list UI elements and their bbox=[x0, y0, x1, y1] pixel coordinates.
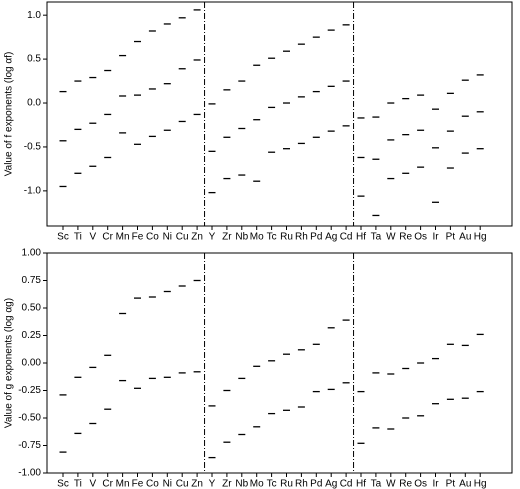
x-tick-label: Fe bbox=[132, 232, 144, 243]
x-tick-label: Zr bbox=[222, 479, 232, 489]
x-tick-label: Rh bbox=[295, 232, 308, 243]
x-tick-label: Hg bbox=[474, 232, 487, 243]
x-tick-label: Hg bbox=[474, 479, 487, 489]
x-tick-label: W bbox=[386, 232, 396, 243]
x-tick-label: Mo bbox=[250, 479, 264, 489]
y-tick-label: 0.0 bbox=[27, 98, 41, 109]
x-tick-label: Mo bbox=[250, 232, 264, 243]
x-tick-label: Ti bbox=[74, 232, 82, 243]
y-axis-label: Value of g exponents (log αg) bbox=[4, 298, 15, 428]
y-tick-label: 1.00 bbox=[22, 248, 42, 259]
x-tick-label: Hf bbox=[356, 232, 366, 243]
y-tick-label: -0.25 bbox=[18, 385, 41, 396]
x-tick-label: Cu bbox=[176, 479, 189, 489]
x-tick-label: Cr bbox=[102, 479, 113, 489]
x-tick-label: Ni bbox=[163, 479, 172, 489]
y-tick-label: -0.50 bbox=[18, 413, 41, 424]
x-tick-label: Au bbox=[459, 479, 471, 489]
y-tick-label: 0.50 bbox=[22, 303, 42, 314]
x-tick-label: Ni bbox=[163, 232, 172, 243]
x-tick-label: Os bbox=[414, 232, 427, 243]
x-tick-label: Cu bbox=[176, 232, 189, 243]
y-tick-label: -0.75 bbox=[18, 440, 41, 451]
x-tick-label: Mn bbox=[116, 232, 130, 243]
x-tick-label: Pt bbox=[446, 232, 456, 243]
x-tick-label: Ag bbox=[325, 479, 337, 489]
y-tick-label: 0.5 bbox=[27, 54, 41, 65]
x-tick-label: Tc bbox=[267, 479, 277, 489]
y-tick-label: 0.75 bbox=[22, 275, 42, 286]
plot-frame bbox=[46, 1, 513, 227]
x-tick-label: Fe bbox=[132, 479, 144, 489]
x-tick-label: Re bbox=[399, 479, 412, 489]
x-tick-label: Au bbox=[459, 232, 471, 243]
x-tick-label: Zr bbox=[222, 232, 232, 243]
x-tick-label: Ir bbox=[432, 479, 439, 489]
x-tick-label: Y bbox=[209, 232, 216, 243]
x-tick-label: V bbox=[89, 479, 96, 489]
x-tick-label: Zn bbox=[191, 232, 203, 243]
y-tick-label: 0.00 bbox=[22, 358, 42, 369]
x-tick-label: Pd bbox=[310, 479, 322, 489]
x-tick-label: Sc bbox=[57, 479, 69, 489]
x-tick-label: Pt bbox=[446, 479, 456, 489]
x-tick-label: Co bbox=[146, 232, 159, 243]
x-tick-label: Ti bbox=[74, 479, 82, 489]
x-tick-label: W bbox=[386, 479, 396, 489]
x-tick-label: Cd bbox=[340, 479, 353, 489]
x-tick-label: Os bbox=[414, 479, 427, 489]
x-tick-label: Ta bbox=[371, 479, 382, 489]
x-tick-label: Hf bbox=[356, 479, 366, 489]
x-tick-label: Nb bbox=[235, 479, 248, 489]
x-tick-label: Ir bbox=[432, 232, 439, 243]
x-tick-label: Ag bbox=[325, 232, 337, 243]
x-tick-label: Ta bbox=[371, 232, 382, 243]
plot-frame bbox=[46, 252, 513, 474]
x-tick-label: Ru bbox=[280, 479, 293, 489]
y-tick-label: -1.0 bbox=[24, 186, 42, 197]
x-tick-label: Zn bbox=[191, 479, 203, 489]
x-tick-label: Re bbox=[399, 232, 412, 243]
x-tick-label: V bbox=[89, 232, 96, 243]
x-tick-label: Cd bbox=[340, 232, 353, 243]
x-tick-label: Pd bbox=[310, 232, 322, 243]
y-tick-label: -0.5 bbox=[24, 142, 42, 153]
x-tick-label: Tc bbox=[267, 232, 277, 243]
y-tick-label: 0.25 bbox=[22, 330, 42, 341]
x-tick-label: Sc bbox=[57, 232, 69, 243]
x-tick-label: Cr bbox=[102, 232, 113, 243]
y-axis-label: Value of f exponents (log αf) bbox=[4, 52, 15, 177]
x-tick-label: Rh bbox=[295, 479, 308, 489]
x-tick-label: Co bbox=[146, 479, 159, 489]
x-tick-label: Ru bbox=[280, 232, 293, 243]
x-tick-label: Mn bbox=[116, 479, 130, 489]
x-tick-label: Y bbox=[209, 479, 216, 489]
x-tick-label: Nb bbox=[235, 232, 248, 243]
y-tick-label: -1.00 bbox=[18, 468, 41, 479]
y-tick-label: 1.0 bbox=[27, 10, 41, 21]
